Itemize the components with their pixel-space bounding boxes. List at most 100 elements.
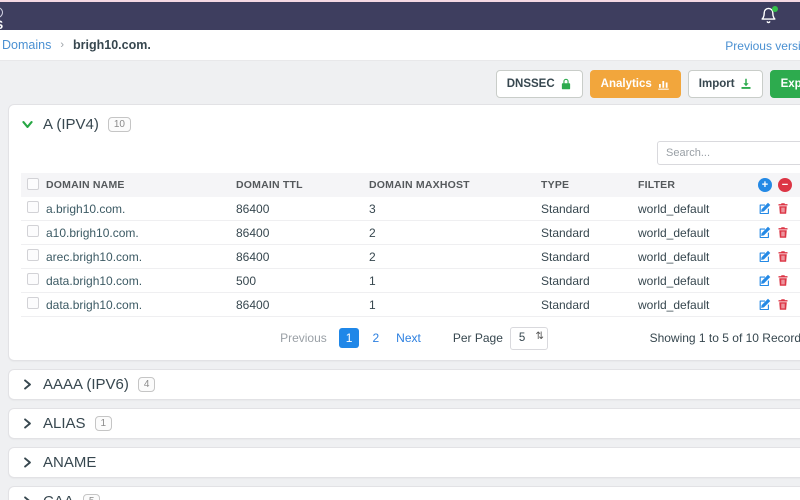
- breadcrumb-domains-link[interactable]: Domains: [2, 38, 52, 52]
- edit-icon[interactable]: [758, 226, 771, 239]
- record-type: Standard: [541, 249, 590, 264]
- record-ttl: 86400: [236, 249, 270, 264]
- row-checkbox[interactable]: [27, 297, 39, 309]
- record-type: Standard: [541, 273, 590, 288]
- row-checkbox[interactable]: [27, 225, 39, 237]
- trash-icon[interactable]: [777, 250, 789, 263]
- previous-version-link[interactable]: Previous version: [725, 39, 800, 53]
- section-title: AAAA (IPV6): [43, 376, 129, 393]
- row-checkbox[interactable]: [27, 273, 39, 285]
- record-filter: world_default: [638, 225, 710, 240]
- record-section-collapsed[interactable]: CAA 5: [8, 486, 800, 500]
- top-accent-line: [0, 0, 800, 2]
- breadcrumb-current-domain: brigh10.com.: [73, 38, 151, 52]
- row-checkbox[interactable]: [27, 249, 39, 261]
- record-count-badge: 10: [107, 116, 131, 132]
- section-title: ALIAS: [43, 415, 86, 432]
- record-domain-link[interactable]: a.brigh10.com.: [46, 201, 126, 216]
- edit-icon[interactable]: [758, 202, 771, 215]
- table-row: arec.brigh10.com. 86400 2 Standard world…: [21, 245, 800, 269]
- section-title: CAA: [43, 493, 74, 500]
- chevron-right-icon: [21, 417, 34, 430]
- record-type: Standard: [541, 225, 590, 240]
- bell-icon: [761, 7, 776, 24]
- minus-circle-icon[interactable]: −: [778, 178, 792, 192]
- plus-circle-icon[interactable]: +: [758, 178, 772, 192]
- chevron-right-icon: [21, 378, 34, 391]
- record-domain-link[interactable]: data.brigh10.com.: [46, 297, 143, 312]
- record-filter: world_default: [638, 249, 710, 264]
- table-row: data.brigh10.com. 500 1 Standard world_d…: [21, 269, 800, 293]
- trash-icon[interactable]: [777, 202, 789, 215]
- export-button[interactable]: Export: [769, 70, 800, 98]
- record-section-collapsed[interactable]: ANAME: [8, 447, 800, 478]
- trash-icon[interactable]: [777, 274, 789, 287]
- record-filter: world_default: [638, 273, 710, 288]
- column-header-filter: FILTER: [638, 179, 676, 191]
- chevron-down-icon: [21, 118, 34, 131]
- record-filter: world_default: [638, 201, 710, 216]
- record-maxhost: 1: [369, 273, 376, 288]
- chevron-right-icon: [21, 456, 34, 469]
- row-checkbox[interactable]: [27, 201, 39, 213]
- record-domain-link[interactable]: data.brigh10.com.: [46, 273, 143, 288]
- import-button[interactable]: Import: [687, 70, 763, 98]
- edit-icon[interactable]: [758, 250, 771, 263]
- record-ttl: 86400: [236, 297, 270, 312]
- record-section-collapsed[interactable]: ALIAS 1: [8, 408, 800, 439]
- record-domain-link[interactable]: a10.brigh10.com.: [46, 225, 139, 240]
- analytics-label: Analytics: [600, 78, 652, 90]
- per-page-label: Per Page: [452, 331, 503, 345]
- column-header-domain-ttl: DOMAIN TTL: [236, 179, 303, 191]
- dnssec-label: DNSSEC: [506, 78, 555, 90]
- record-count-badge: 1: [94, 416, 113, 431]
- section-title: ANAME: [43, 454, 97, 471]
- record-maxhost: 2: [369, 225, 376, 240]
- bar-chart-icon: [658, 81, 669, 90]
- per-page-select[interactable]: 5: [509, 326, 548, 350]
- column-header-domain-maxhost: DOMAIN MAXHOST: [369, 179, 470, 191]
- breadcrumb: Domains › brigh10.com. Previous version: [0, 30, 800, 61]
- record-section-collapsed[interactable]: AAAA (IPV6) 4: [8, 369, 800, 400]
- record-ttl: 86400: [236, 225, 270, 240]
- record-filter: world_default: [638, 297, 710, 312]
- edit-icon[interactable]: [758, 298, 771, 311]
- app-logo[interactable]: line) NS: [0, 2, 4, 31]
- toolbar: DNSSEC Analytics Import Export: [0, 61, 800, 98]
- export-label: Export: [780, 78, 800, 90]
- import-label: Import: [698, 78, 735, 90]
- record-ttl: 86400: [236, 201, 270, 216]
- pagination: Previous 1 2 Next Per Page 5 ⇅ Showing 1…: [21, 326, 800, 350]
- pagination-page-2[interactable]: 2: [372, 331, 380, 345]
- top-navbar: line) NS: [0, 2, 800, 31]
- record-domain-link[interactable]: arec.brigh10.com.: [46, 249, 143, 264]
- pagination-previous[interactable]: Previous: [280, 331, 327, 345]
- record-type: Standard: [541, 201, 590, 216]
- record-type: Standard: [541, 297, 590, 312]
- notifications-button[interactable]: [760, 6, 778, 25]
- chevron-right-icon: [21, 495, 34, 500]
- record-count-badge: 4: [137, 377, 156, 392]
- table-header-row: DOMAIN NAME DOMAIN TTL DOMAIN MAXHOST TY…: [21, 173, 800, 197]
- search-row: [21, 141, 800, 165]
- record-maxhost: 3: [369, 201, 376, 216]
- table-row: a.brigh10.com. 86400 3 Standard world_de…: [21, 197, 800, 221]
- breadcrumb-separator: ›: [60, 39, 64, 51]
- record-maxhost: 1: [369, 297, 376, 312]
- pagination-page-1[interactable]: 1: [338, 328, 360, 348]
- search-input[interactable]: [657, 141, 800, 165]
- record-section-a-ipv4: A (IPV4) 10 DOMAIN NAME DOMAIN TTL DOMAI…: [8, 104, 800, 361]
- logo-text: NS: [0, 19, 4, 31]
- analytics-button[interactable]: Analytics: [589, 70, 681, 98]
- trash-icon[interactable]: [777, 226, 789, 239]
- column-header-type: TYPE: [541, 179, 570, 191]
- dnssec-button[interactable]: DNSSEC: [495, 70, 583, 98]
- collapsed-sections: AAAA (IPV6) 4 ALIAS 1 ANAME CAA 5: [0, 369, 800, 500]
- select-all-checkbox[interactable]: [27, 177, 39, 190]
- table-row: a10.brigh10.com. 86400 2 Standard world_…: [21, 221, 800, 245]
- edit-icon[interactable]: [758, 274, 771, 287]
- notification-dot: [772, 6, 778, 12]
- section-header-a-ipv4[interactable]: A (IPV4) 10: [21, 113, 800, 135]
- trash-icon[interactable]: [777, 298, 789, 311]
- pagination-next[interactable]: Next: [396, 331, 421, 345]
